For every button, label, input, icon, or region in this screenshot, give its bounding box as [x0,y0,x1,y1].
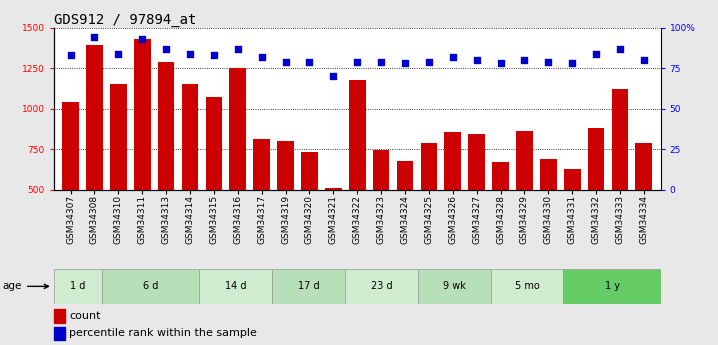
Bar [253,139,270,271]
Point [89,34,101,40]
Text: percentile rank within the sample: percentile rank within the sample [69,328,257,338]
Point [304,59,315,65]
Text: 14 d: 14 d [225,282,246,291]
Text: 1 d: 1 d [70,282,86,291]
Bar [86,45,103,271]
Bar [635,143,652,271]
Text: count: count [69,311,101,321]
Point [590,51,602,56]
Point [447,54,459,60]
Bar [612,89,628,271]
Text: 17 d: 17 d [298,282,320,291]
Point [376,59,387,65]
Bar [62,102,79,271]
Bar [200,269,272,304]
Point [543,59,554,65]
Text: GDS912 / 97894_at: GDS912 / 97894_at [54,12,196,27]
Bar [468,134,485,271]
Point [352,59,363,65]
Bar [103,269,200,304]
Bar [444,132,461,271]
Bar [396,160,414,271]
Point [638,57,650,63]
Bar [134,39,151,271]
Text: 6 d: 6 d [143,282,159,291]
Bar [492,162,509,271]
Bar [182,84,198,271]
Bar [230,68,246,271]
Point [136,36,148,42]
Bar [325,188,342,271]
Point [65,52,76,58]
Bar [540,159,556,271]
Bar [54,327,65,340]
Point [614,46,625,51]
Bar [421,143,437,271]
Bar [564,169,581,271]
Point [256,54,267,60]
Bar [418,269,490,304]
Point [160,46,172,51]
Point [423,59,434,65]
Bar [349,80,365,271]
Text: age: age [3,282,48,291]
Point [399,60,411,66]
Bar [490,269,564,304]
Point [518,57,530,63]
Bar [54,269,103,304]
Text: 23 d: 23 d [370,282,392,291]
Bar [158,62,174,271]
Text: 9 wk: 9 wk [443,282,466,291]
Bar [373,150,389,271]
Point [495,60,506,66]
Bar [564,269,661,304]
Point [232,46,243,51]
Point [471,57,482,63]
Text: 5 mo: 5 mo [515,282,539,291]
Point [567,60,578,66]
Bar [110,84,126,271]
Bar [54,309,65,323]
Point [113,51,124,56]
Point [327,73,339,79]
Bar [205,97,223,271]
Bar [588,128,605,271]
Text: 1 y: 1 y [605,282,620,291]
Point [185,51,196,56]
Bar [272,269,345,304]
Point [208,52,220,58]
Bar [301,152,318,271]
Bar [516,131,533,271]
Bar [345,269,418,304]
Bar [277,141,294,271]
Point [280,59,292,65]
